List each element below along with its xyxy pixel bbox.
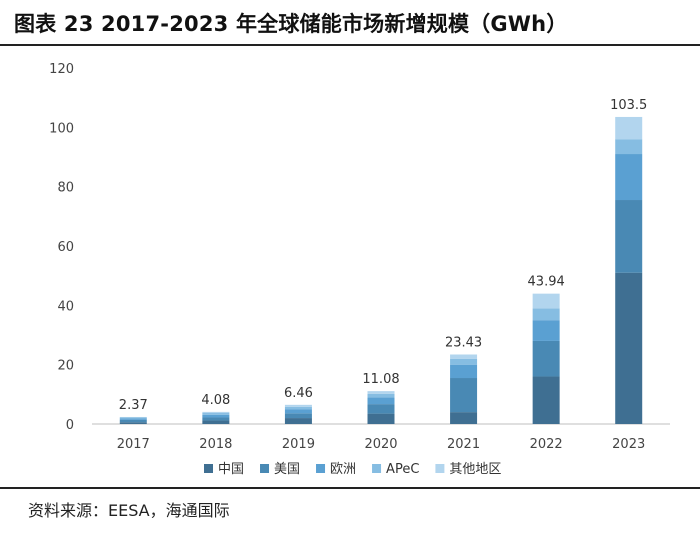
bar-segment bbox=[367, 404, 395, 414]
y-tick-label: 120 bbox=[49, 62, 74, 77]
bar-segment bbox=[367, 391, 395, 394]
bar-segment bbox=[450, 354, 478, 359]
x-tick-label: 2019 bbox=[282, 437, 315, 452]
y-axis: 0 20 40 60 80 100 120 bbox=[49, 62, 74, 433]
bar-segment bbox=[284, 409, 312, 414]
y-tick-label: 0 bbox=[66, 418, 74, 433]
bar-segment bbox=[532, 320, 560, 341]
bar-segment bbox=[615, 116, 643, 140]
bar-segment bbox=[202, 411, 230, 414]
bar-segment bbox=[202, 414, 230, 418]
bar-segment bbox=[615, 272, 643, 424]
legend-label: 美国 bbox=[274, 462, 300, 477]
bar-segment bbox=[450, 358, 478, 365]
bar-segment bbox=[615, 154, 643, 201]
legend-label: APeC bbox=[386, 462, 419, 477]
data-labels: 2.37 4.08 6.46 11.08 23.43 43.94 103.5 bbox=[119, 98, 648, 413]
bar-segment bbox=[450, 412, 478, 424]
bar-segment bbox=[450, 378, 478, 413]
x-tick-label: 2020 bbox=[364, 437, 397, 452]
x-tick-label: 2021 bbox=[447, 437, 480, 452]
x-tick-label: 2018 bbox=[199, 437, 232, 452]
bar-segment bbox=[202, 413, 230, 415]
x-tick-label: 2022 bbox=[530, 437, 563, 452]
y-tick-label: 80 bbox=[57, 181, 74, 196]
source-note: 资料来源：EESA，海通国际 bbox=[28, 501, 230, 520]
legend-label: 欧洲 bbox=[330, 462, 356, 477]
title-divider bbox=[0, 44, 700, 46]
bars bbox=[119, 116, 643, 424]
bar-segment bbox=[284, 418, 312, 424]
bar-segment bbox=[532, 293, 560, 309]
bar-total-label: 2.37 bbox=[119, 398, 148, 413]
bar-segment bbox=[615, 139, 643, 155]
bar-segment bbox=[532, 376, 560, 424]
bar-segment bbox=[202, 420, 230, 424]
bar-total-label: 11.08 bbox=[362, 372, 399, 387]
legend-swatch bbox=[372, 464, 382, 473]
bar-segment bbox=[532, 340, 560, 377]
bar-segment bbox=[119, 417, 147, 419]
bar-segment bbox=[284, 413, 312, 419]
legend-label: 其他地区 bbox=[449, 462, 501, 477]
x-tick-label: 2023 bbox=[612, 437, 645, 452]
legend: 中国 美国 欧洲 APeC 其他地区 bbox=[204, 462, 501, 477]
legend-swatch bbox=[435, 464, 445, 473]
legend-swatch bbox=[204, 464, 213, 473]
chart-title: 图表 23 2017-2023 年全球储能市场新增规模（GWh） bbox=[14, 12, 568, 36]
bar-segment bbox=[284, 404, 312, 407]
bar-total-label: 23.43 bbox=[445, 335, 482, 350]
bar-segment bbox=[119, 419, 147, 423]
y-tick-label: 20 bbox=[57, 359, 74, 374]
x-axis: 2017 2018 2019 2020 2021 2022 2023 bbox=[92, 423, 670, 452]
bar-segment bbox=[367, 393, 395, 398]
legend-swatch bbox=[316, 464, 326, 473]
y-tick-label: 100 bbox=[49, 121, 74, 136]
bar-segment bbox=[284, 406, 312, 410]
stacked-bar-chart: 0 20 40 60 80 100 120 2017 2018 2019 2020 2021 2022… bbox=[49, 62, 670, 477]
source-divider bbox=[0, 487, 700, 489]
bar-total-label: 6.46 bbox=[284, 386, 313, 401]
bar-total-label: 4.08 bbox=[201, 393, 230, 408]
bar-total-label: 103.5 bbox=[610, 98, 647, 113]
y-tick-label: 60 bbox=[57, 240, 74, 255]
bar-segment bbox=[367, 413, 395, 424]
bar-segment bbox=[615, 200, 643, 273]
y-tick-label: 40 bbox=[57, 299, 74, 314]
legend-swatch bbox=[260, 464, 270, 473]
bar-segment bbox=[202, 417, 230, 421]
bar-total-label: 43.94 bbox=[528, 275, 565, 290]
bar-segment bbox=[450, 364, 478, 379]
bar-segment bbox=[367, 397, 395, 405]
legend-label: 中国 bbox=[218, 462, 244, 477]
bar-segment bbox=[119, 422, 147, 424]
bar-segment bbox=[119, 416, 147, 418]
x-tick-label: 2017 bbox=[117, 437, 150, 452]
bar-segment bbox=[119, 418, 147, 420]
bar-segment bbox=[532, 308, 560, 321]
